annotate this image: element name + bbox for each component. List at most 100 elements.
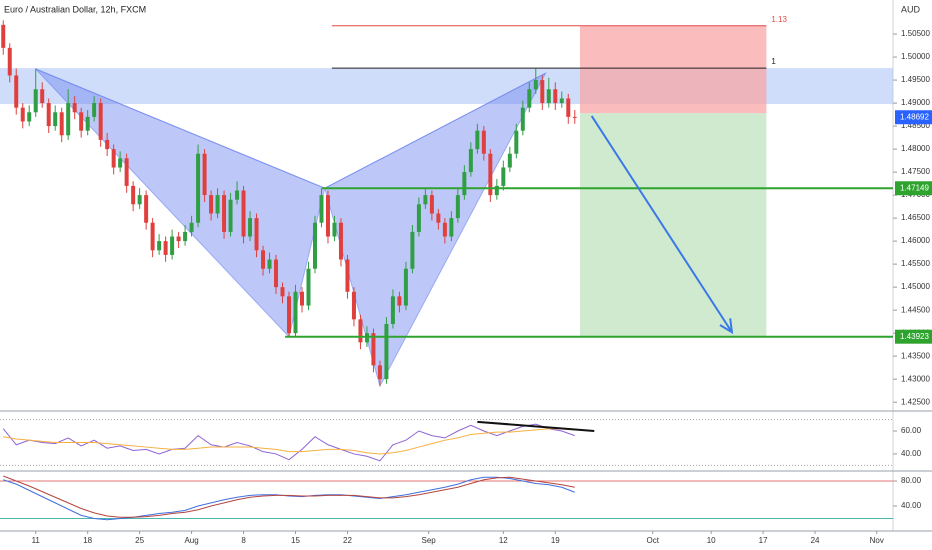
candle-body bbox=[137, 195, 142, 205]
candle-body bbox=[319, 195, 324, 223]
y-tick-label: 1.44500 bbox=[901, 305, 930, 314]
candle-body bbox=[228, 199, 233, 232]
candle-body bbox=[261, 250, 266, 269]
candle-body bbox=[371, 333, 376, 366]
candle-body bbox=[520, 107, 525, 131]
candle-body bbox=[7, 47, 12, 76]
chart-title: Euro / Australian Dollar, 12h, FXCM bbox=[4, 4, 146, 14]
level-label: 1.43923 bbox=[900, 332, 929, 341]
candle-body bbox=[46, 103, 51, 127]
candle-body bbox=[481, 130, 486, 154]
x-tick-label: 19 bbox=[551, 536, 560, 545]
candle-body bbox=[235, 190, 240, 200]
x-tick-label: Sep bbox=[422, 536, 437, 545]
candle-body bbox=[293, 291, 298, 334]
candle-body bbox=[397, 296, 402, 306]
last-price-label-bg bbox=[895, 110, 932, 125]
candle-body bbox=[299, 291, 304, 306]
candle-body bbox=[533, 80, 538, 90]
candle-body bbox=[403, 268, 408, 306]
candle-body bbox=[455, 195, 460, 219]
candle-body bbox=[14, 75, 19, 108]
candle-body bbox=[79, 112, 84, 131]
candle-body bbox=[312, 222, 317, 269]
stop-zone bbox=[579, 25, 767, 114]
y-tick-label: 1.48500 bbox=[901, 121, 930, 130]
candle-body bbox=[514, 130, 519, 154]
arrow-head bbox=[719, 318, 734, 335]
y-tick-label: 1.49000 bbox=[901, 98, 930, 107]
x-tick-label: Aug bbox=[184, 536, 198, 545]
x-tick-label: 25 bbox=[135, 536, 144, 545]
y-tick-label: 1.46000 bbox=[901, 236, 930, 245]
candle-body bbox=[325, 195, 330, 237]
candle-body bbox=[287, 296, 292, 334]
indicator-line bbox=[3, 428, 575, 455]
candle-body bbox=[176, 236, 181, 242]
candle-body bbox=[85, 116, 90, 131]
y-tick-label: 40.00 bbox=[901, 501, 922, 510]
candle-body bbox=[527, 89, 532, 108]
x-tick-label: 18 bbox=[83, 536, 92, 545]
candle-body bbox=[209, 195, 214, 214]
level-label: 1.47149 bbox=[900, 183, 929, 192]
y-tick-label: 1.48000 bbox=[901, 144, 930, 153]
candle-body bbox=[59, 112, 64, 136]
candle-body bbox=[248, 218, 253, 237]
candle-body bbox=[183, 231, 188, 242]
x-tick-label: 22 bbox=[343, 536, 352, 545]
level-label-bg bbox=[895, 329, 932, 344]
level-label-bg bbox=[895, 181, 932, 196]
candle-body bbox=[494, 185, 499, 196]
candle-body bbox=[338, 222, 343, 260]
last-price-label: 1.48692 bbox=[900, 112, 929, 121]
y-tick-label: 60.00 bbox=[901, 426, 922, 435]
candle-body bbox=[423, 195, 428, 205]
candle-body bbox=[306, 268, 311, 306]
indicator-line bbox=[3, 475, 575, 518]
candle-body bbox=[66, 103, 71, 136]
arrow bbox=[590, 115, 733, 333]
candle-body bbox=[566, 98, 571, 117]
divergence-line bbox=[477, 420, 595, 433]
y-tick-label: 1.43000 bbox=[901, 374, 930, 383]
candle-body bbox=[144, 195, 149, 223]
y-tick-label: 1.42500 bbox=[901, 397, 930, 406]
candle-body bbox=[475, 130, 480, 150]
y-tick-label: 1.46500 bbox=[901, 213, 930, 222]
y-tick-label: 80.00 bbox=[901, 476, 922, 485]
x-tick-label: 11 bbox=[32, 536, 41, 545]
x-tick-label: 8 bbox=[241, 536, 246, 545]
candle-body bbox=[410, 231, 415, 269]
candle-body bbox=[384, 323, 389, 380]
candle-body bbox=[572, 116, 577, 118]
candle-body bbox=[53, 112, 58, 127]
candle-body bbox=[20, 107, 25, 122]
candle-body bbox=[345, 259, 350, 292]
candle-body bbox=[267, 259, 272, 269]
candle-body bbox=[118, 158, 123, 168]
candle-body bbox=[553, 89, 558, 104]
y-tick-label: 1.49500 bbox=[901, 75, 930, 84]
candle-body bbox=[501, 167, 506, 186]
candle-body bbox=[442, 222, 447, 237]
candle-body bbox=[27, 112, 32, 122]
candle-body bbox=[358, 319, 363, 343]
candle-body bbox=[189, 222, 194, 232]
x-tick-label: Nov bbox=[870, 536, 884, 545]
candle-body bbox=[92, 103, 97, 117]
y-tick-label: 1.50500 bbox=[901, 29, 930, 38]
candle-body bbox=[72, 103, 77, 113]
candle-body bbox=[254, 218, 259, 251]
candle-body bbox=[462, 172, 467, 196]
candle-body bbox=[429, 195, 434, 214]
candle-body bbox=[274, 259, 279, 288]
fib-label: 1 bbox=[771, 57, 776, 66]
candle-body bbox=[436, 213, 441, 223]
candle-body bbox=[150, 222, 155, 251]
candle-body bbox=[364, 333, 369, 343]
x-tick-label: 17 bbox=[759, 536, 768, 545]
x-tick-label: 15 bbox=[291, 536, 300, 545]
